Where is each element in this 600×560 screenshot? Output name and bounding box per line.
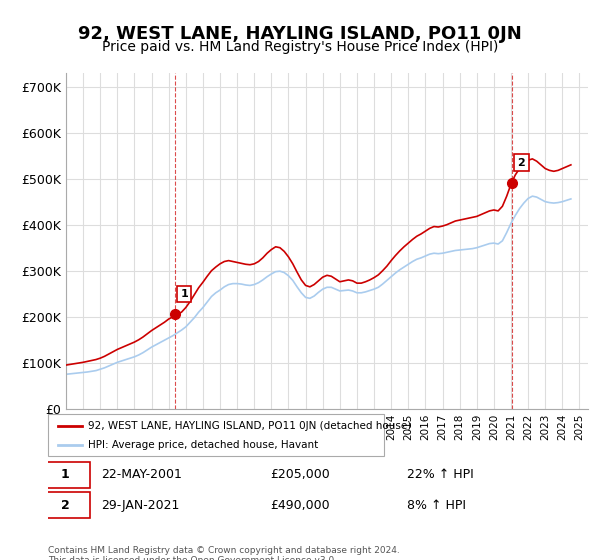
Text: 2: 2 xyxy=(61,499,69,512)
Text: Contains HM Land Registry data © Crown copyright and database right 2024.
This d: Contains HM Land Registry data © Crown c… xyxy=(48,546,400,560)
Text: 22% ↑ HPI: 22% ↑ HPI xyxy=(407,468,474,481)
Text: 8% ↑ HPI: 8% ↑ HPI xyxy=(407,499,466,512)
FancyBboxPatch shape xyxy=(40,461,90,488)
Text: 2: 2 xyxy=(517,158,525,168)
Text: 1: 1 xyxy=(181,289,188,299)
Text: 92, WEST LANE, HAYLING ISLAND, PO11 0JN (detached house): 92, WEST LANE, HAYLING ISLAND, PO11 0JN … xyxy=(88,421,412,431)
Text: 29-JAN-2021: 29-JAN-2021 xyxy=(101,499,179,512)
Text: £490,000: £490,000 xyxy=(270,499,329,512)
Text: 22-MAY-2001: 22-MAY-2001 xyxy=(101,468,182,481)
FancyBboxPatch shape xyxy=(40,492,90,519)
Text: HPI: Average price, detached house, Havant: HPI: Average price, detached house, Hava… xyxy=(88,440,319,450)
Text: £205,000: £205,000 xyxy=(270,468,329,481)
Text: 92, WEST LANE, HAYLING ISLAND, PO11 0JN: 92, WEST LANE, HAYLING ISLAND, PO11 0JN xyxy=(78,25,522,43)
Text: 1: 1 xyxy=(61,468,69,481)
Text: Price paid vs. HM Land Registry's House Price Index (HPI): Price paid vs. HM Land Registry's House … xyxy=(102,40,498,54)
FancyBboxPatch shape xyxy=(48,414,384,456)
